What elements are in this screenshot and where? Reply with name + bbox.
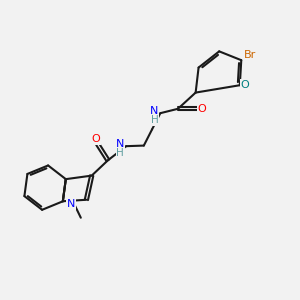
Text: Br: Br — [243, 50, 256, 60]
Text: H: H — [151, 115, 158, 125]
Text: N: N — [116, 139, 124, 149]
Text: N: N — [67, 199, 75, 209]
Text: O: O — [92, 134, 100, 144]
Text: O: O — [198, 104, 206, 114]
Text: O: O — [240, 80, 249, 90]
Text: H: H — [116, 148, 124, 158]
Text: N: N — [150, 106, 159, 116]
